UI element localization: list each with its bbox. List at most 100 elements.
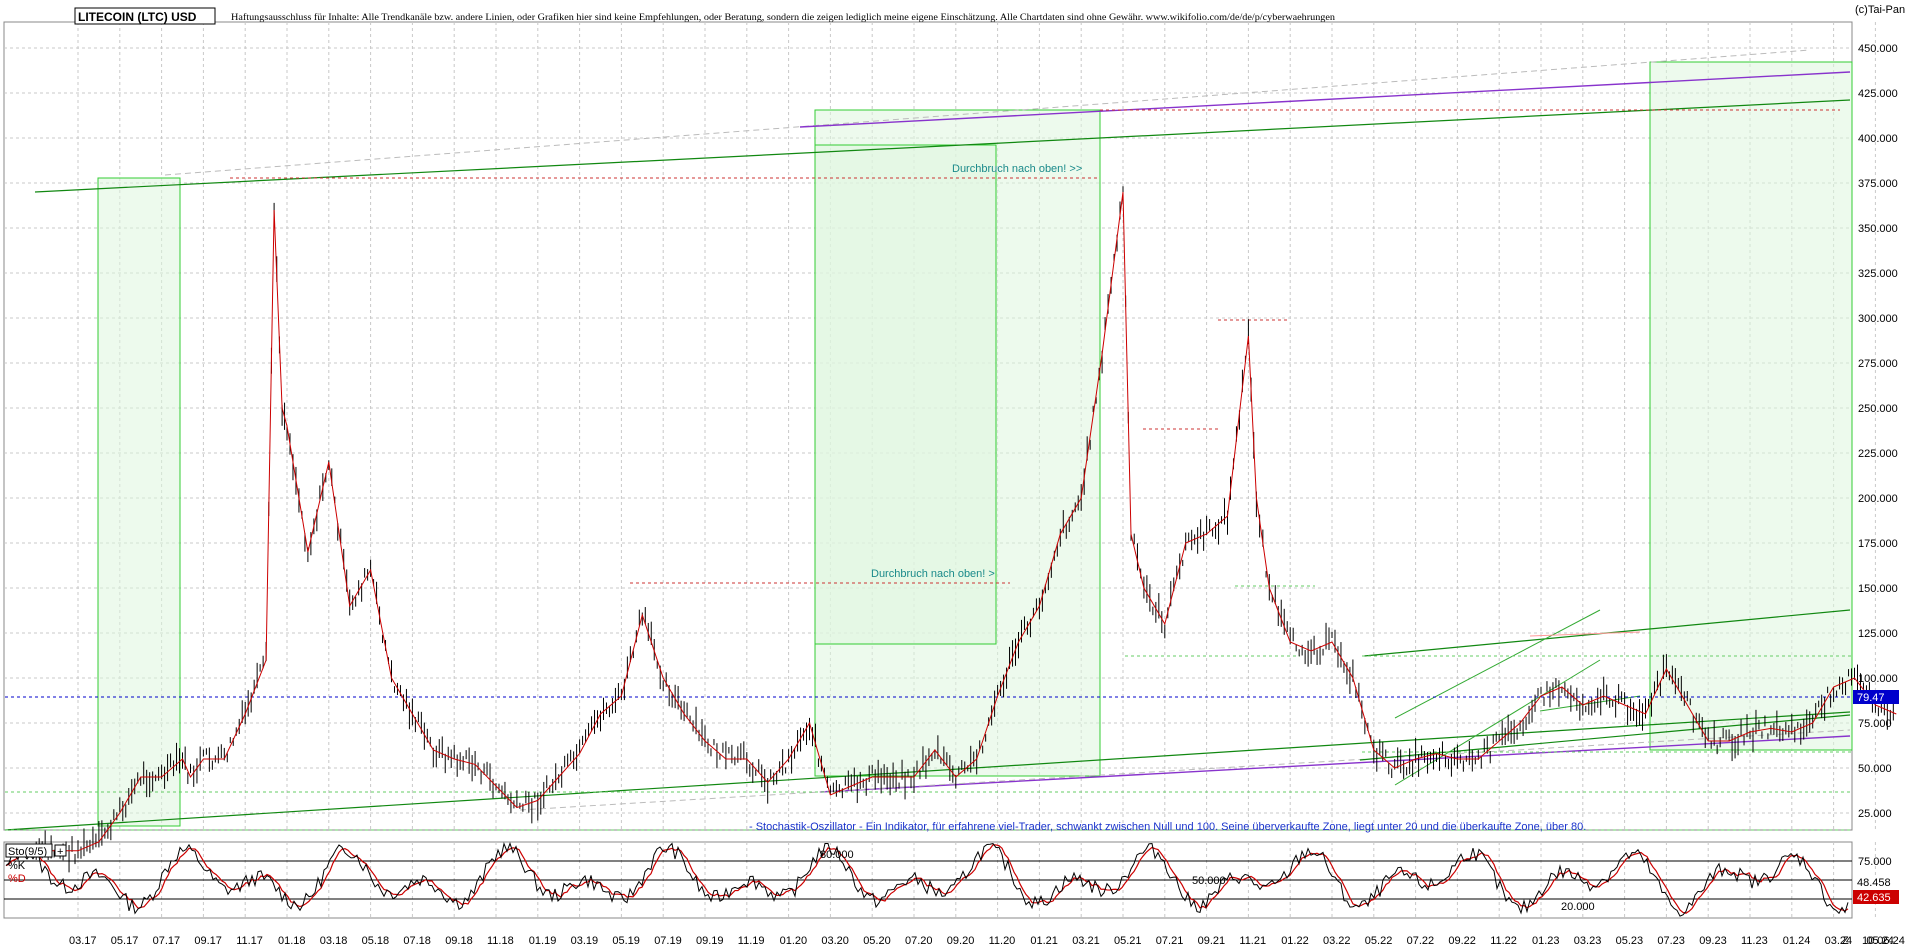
y-tick-label: 250.000 (1858, 403, 1898, 415)
title-box (74, 7, 216, 25)
breakout-annotation-1: Durchbruch nach oben! >> (952, 163, 1082, 175)
chart-title: LITECOIN (LTC) USD (78, 10, 197, 24)
x-tick-label: 07.21 (1156, 935, 1184, 947)
x-tick-label: 03.17 (69, 935, 97, 947)
x-tick-label: 09.21 (1198, 935, 1226, 947)
x-tick-label: 01.18 (278, 935, 306, 947)
y-tick-label: 300.000 (1858, 313, 1898, 325)
stochastic-title-box (5, 843, 53, 858)
stochastic-k-legend: %K (8, 860, 26, 872)
arc-top-line (1529, 631, 1641, 637)
x-tick-label: 03.24 (1825, 935, 1853, 947)
date-x-axis: 03.17 05.17 07.17 09.17 11.17 01.18 03.18 05.18… (69, 935, 1894, 947)
plus-icon: + (57, 846, 63, 858)
x-tick-label: 03.20 (821, 935, 849, 947)
x-tick-label: 07.20 (905, 935, 933, 947)
x-tick-label: 11.17 (236, 935, 263, 947)
x-tick-label: 01.21 (1030, 935, 1058, 947)
x-tick-label: 09.22 (1448, 935, 1476, 947)
stochastic-d-legend: %D (8, 873, 26, 885)
x-tick-label: 11.18 (487, 935, 514, 947)
x-tick-label: 11.20 (989, 935, 1016, 947)
x-tick-label: 05.20 (863, 935, 891, 947)
last-value-label: 79.47 (1857, 692, 1885, 704)
stochastic-lines (5, 842, 1849, 917)
upper-dashed-trend-line (164, 49, 1811, 176)
y-tick-label: 150.000 (1858, 583, 1898, 595)
trend-lines (4, 49, 1852, 831)
x-tick-label: 09.18 (445, 935, 473, 947)
highlight-boxes (97, 61, 1853, 827)
stochastic-title: Sto(9/5) (8, 846, 47, 858)
x-tick-label: 05.24 (1866, 935, 1894, 947)
x-tick-label: 05.23 (1616, 935, 1644, 947)
disclaimer-text: Haftungsausschluss für Inhalte: Alle Tre… (231, 12, 1335, 22)
x-tick-label: 07.18 (403, 935, 431, 947)
x-tick-label: 01.24 (1783, 935, 1811, 947)
x-tick-label: 09.19 (696, 935, 724, 947)
stochastic-d-last: 42.635 (1857, 892, 1891, 904)
x-tick-label: 03.23 (1574, 935, 1602, 947)
x-tick-label: 11.21 (1239, 935, 1266, 947)
stochastic-k-last: 48.458 (1857, 877, 1891, 889)
stochastic-tick-label: 75.000 (1858, 856, 1892, 868)
breakout-annotation-2: Durchbruch nach oben! > (871, 568, 995, 580)
x-tick-label: 01.20 (780, 935, 808, 947)
x-last-date: 10.06.24 (1862, 935, 1905, 947)
x-tick-label: 07.19 (654, 935, 682, 947)
stochastic-k-tag (1853, 875, 1899, 889)
last-value-tag (1853, 690, 1899, 704)
y-tick-label: 100.000 (1858, 673, 1898, 685)
y-tick-label: 425.000 (1858, 88, 1898, 100)
close-line (36, 191, 1897, 852)
upper-trend-line (34, 99, 1851, 193)
stochastic-level-50-label: 50.000 (1192, 875, 1226, 887)
x-tick-label: 03.18 (320, 935, 348, 947)
x-tick-label: 05.22 (1365, 935, 1393, 947)
x-tick-label: 07.22 (1407, 935, 1435, 947)
stochastic-expand-button[interactable] (54, 844, 67, 857)
x-axis-z-marker: Z (1842, 935, 1849, 947)
stochastic-d-tag (1853, 890, 1899, 904)
stochastic-note: - Stochastik-Oszillator - Ein Indikator,… (749, 821, 1586, 833)
stochastic-k-line (5, 842, 1849, 917)
y-tick-label: 175.000 (1858, 538, 1898, 550)
y-tick-label: 450.000 (1858, 43, 1898, 55)
range-line (1539, 695, 1641, 712)
x-tick-label: 09.17 (194, 935, 222, 947)
highlight-box (1649, 61, 1853, 751)
x-tick-label: 03.22 (1323, 935, 1351, 947)
x-tick-label: 09.20 (947, 935, 975, 947)
x-tick-label: 05.19 (612, 935, 640, 947)
y-tick-label: 350.000 (1858, 223, 1898, 235)
lower-trend-line (4, 711, 1851, 831)
y-tick-label: 25.000 (1858, 808, 1892, 820)
x-tick-label: 05.18 (362, 935, 390, 947)
x-tick-label: 03.19 (571, 935, 599, 947)
y-tick-label: 200.000 (1858, 493, 1898, 505)
highlight-box (814, 144, 997, 645)
y-tick-label: 75.000 (1858, 718, 1892, 730)
x-tick-label: 11.22 (1490, 935, 1517, 947)
y-tick-label: 50.000 (1858, 763, 1892, 775)
x-tick-label: 05.21 (1114, 935, 1142, 947)
x-tick-label: 11.23 (1741, 935, 1768, 947)
y-tick-label: 375.000 (1858, 178, 1898, 190)
x-tick-label: 11.19 (738, 935, 765, 947)
y-tick-label: 275.000 (1858, 358, 1898, 370)
highlight-box (97, 177, 181, 827)
y-tick-label: 325.000 (1858, 268, 1898, 280)
y-tick-label: 400.000 (1858, 133, 1898, 145)
upper-purple-channel (799, 71, 1851, 128)
x-tick-label: 01.19 (529, 935, 557, 947)
short-channel-bottom (1394, 659, 1601, 786)
candle-series (35, 186, 1897, 873)
x-tick-label: 09.23 (1699, 935, 1727, 947)
x-tick-label: 05.17 (111, 935, 139, 947)
stochastic-level-20-label: 20.000 (1561, 901, 1595, 913)
y-tick-label: 125.000 (1858, 628, 1898, 640)
copyright-label: (c)Tai-Pan (1855, 4, 1905, 16)
short-channel-top (1394, 609, 1601, 719)
y-tick-label: 225.000 (1858, 448, 1898, 460)
